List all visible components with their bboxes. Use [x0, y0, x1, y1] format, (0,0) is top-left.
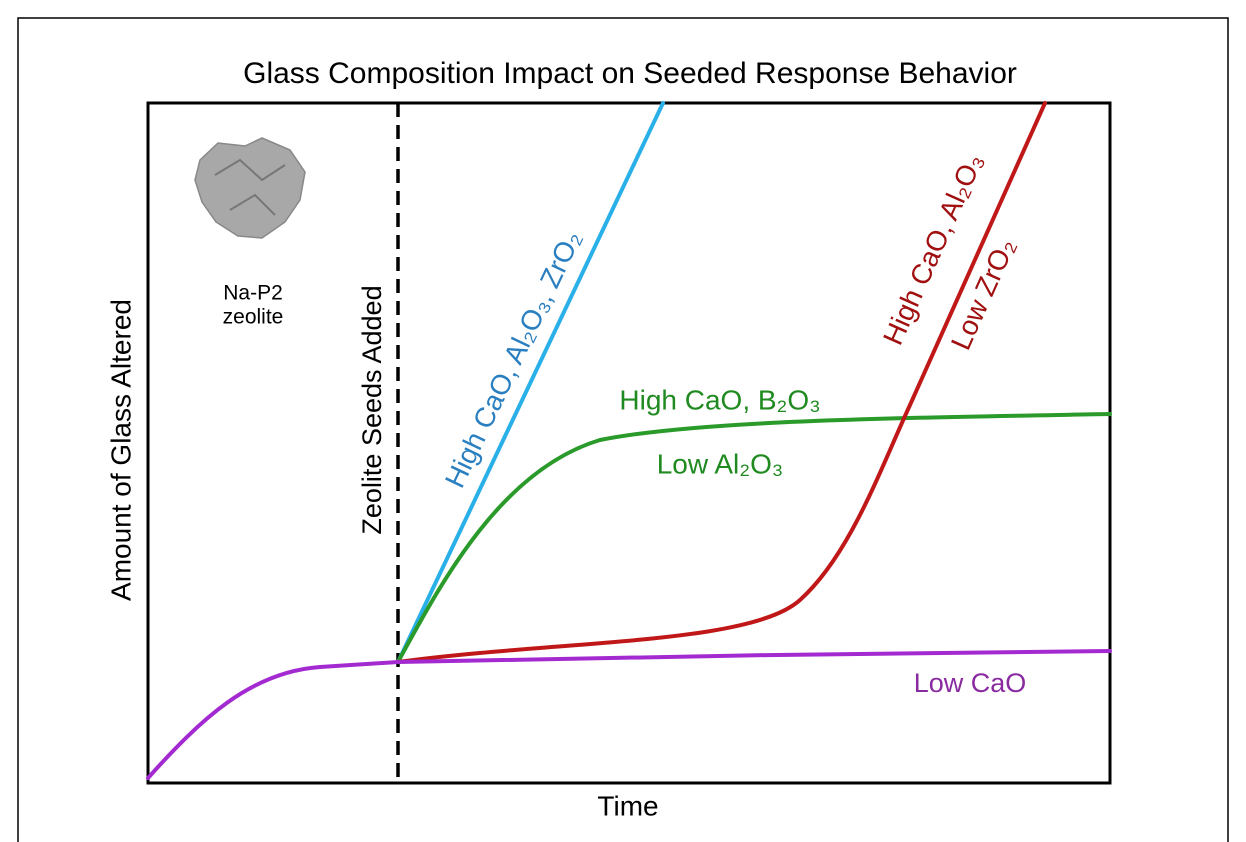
curve-label: Low ZrO₂ — [945, 234, 1021, 355]
curve-green — [396, 412, 1112, 664]
x-axis-label: Time — [597, 790, 658, 821]
curve-red — [396, 101, 1047, 664]
seed-line-label: Zeolite Seeds Added — [357, 285, 387, 534]
zeolite-label: Na-P2 — [223, 282, 283, 305]
outer-border — [17, 17, 1229, 842]
curve-purple — [146, 649, 1112, 780]
curve-blue — [396, 101, 665, 664]
curve-label: High CaO, B₂O₃ — [619, 384, 820, 415]
y-axis-label: Amount of Glass Altered — [105, 299, 136, 601]
zeolite-label: zeolite — [223, 306, 284, 329]
curve-label: Low CaO — [914, 668, 1027, 698]
curve-label: Low Al₂O₃ — [657, 448, 784, 479]
title: Glass Composition Impact on Seeded Respo… — [243, 57, 1017, 90]
zeolite-icon-detail — [214, 158, 286, 216]
zeolite-icon — [194, 137, 306, 239]
plot-frame — [146, 101, 1112, 785]
